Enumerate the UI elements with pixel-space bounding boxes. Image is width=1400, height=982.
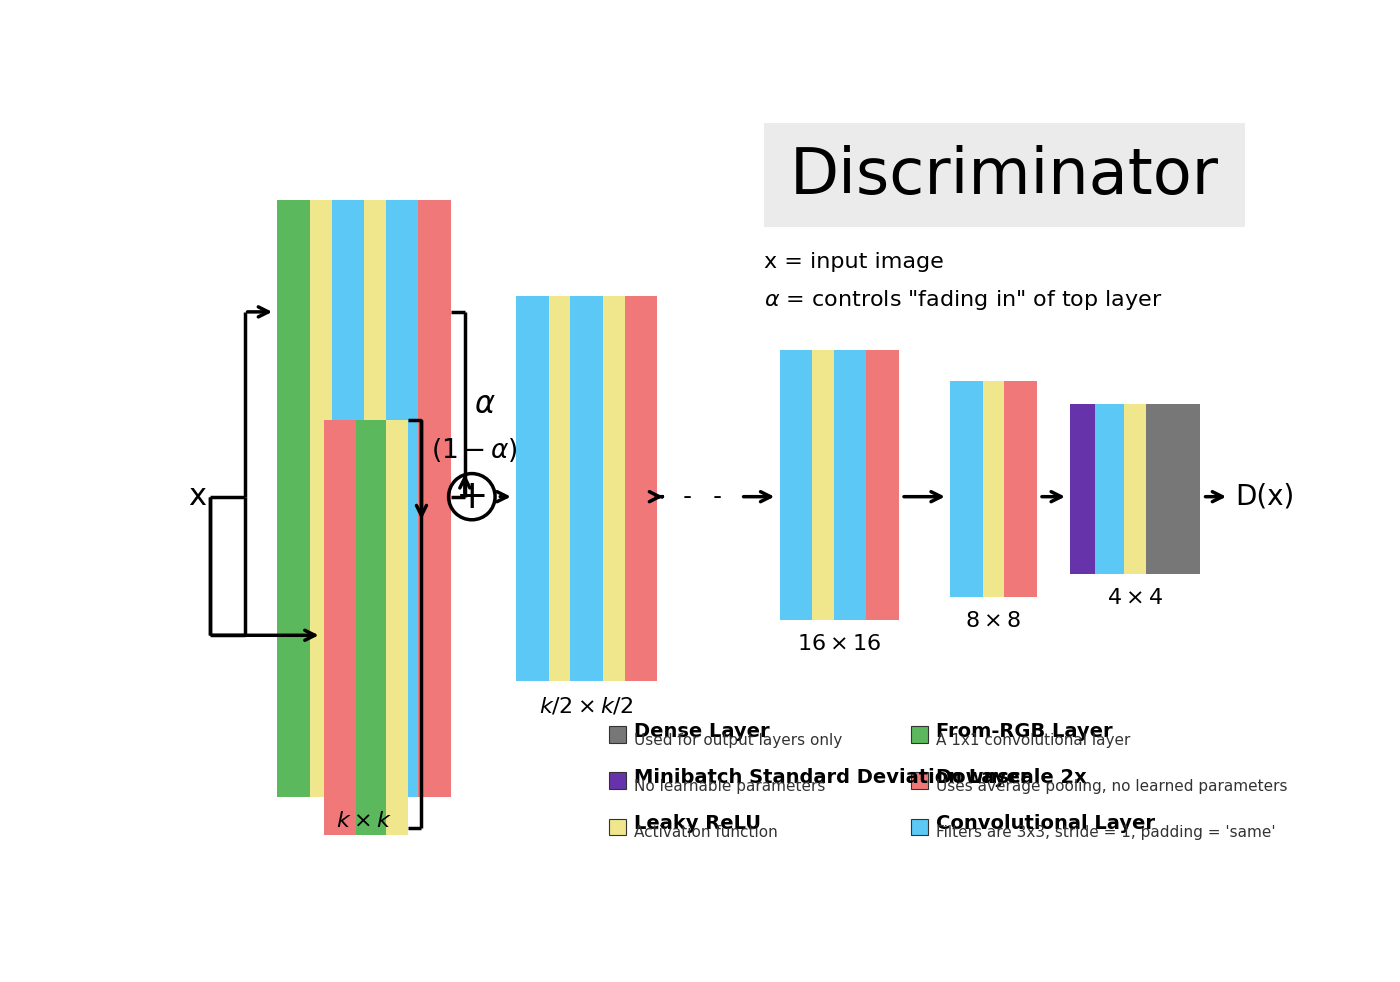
Text: - - - -: - - - - bbox=[650, 485, 755, 509]
Text: No learnable parameters: No learnable parameters bbox=[634, 780, 825, 794]
Bar bbox=[609, 772, 626, 790]
Bar bbox=[549, 297, 570, 682]
Text: Used for output layers only: Used for output layers only bbox=[634, 733, 841, 748]
Text: Convolutional Layer: Convolutional Layer bbox=[937, 814, 1155, 833]
Bar bbox=[609, 726, 626, 743]
Bar bbox=[1147, 405, 1176, 573]
Bar bbox=[323, 419, 357, 836]
Bar bbox=[386, 200, 419, 797]
Text: Downscale 2x: Downscale 2x bbox=[937, 768, 1086, 787]
Bar bbox=[419, 200, 451, 797]
Bar bbox=[780, 351, 812, 620]
Bar bbox=[867, 351, 899, 620]
Text: From-RGB Layer: From-RGB Layer bbox=[937, 722, 1113, 740]
Bar bbox=[277, 200, 309, 797]
Bar bbox=[364, 200, 386, 797]
Text: x: x bbox=[188, 482, 206, 512]
Bar bbox=[1176, 405, 1200, 573]
Bar bbox=[609, 819, 626, 836]
Text: $(1-\alpha)$: $(1-\alpha)$ bbox=[431, 436, 518, 464]
Text: Activation function: Activation function bbox=[634, 826, 777, 841]
Bar bbox=[812, 351, 834, 620]
Text: Discriminator: Discriminator bbox=[790, 144, 1219, 206]
Text: Minibatch Standard Deviation Layer: Minibatch Standard Deviation Layer bbox=[634, 768, 1029, 787]
Bar bbox=[1095, 405, 1124, 573]
Text: $k \times k$: $k \times k$ bbox=[336, 811, 392, 831]
Bar bbox=[911, 772, 928, 790]
Bar bbox=[1124, 405, 1147, 573]
Bar bbox=[911, 726, 928, 743]
Bar bbox=[624, 297, 657, 682]
Text: $16\times16$: $16\times16$ bbox=[797, 633, 882, 654]
Bar bbox=[603, 297, 624, 682]
Text: $\alpha$: $\alpha$ bbox=[475, 390, 496, 418]
Bar bbox=[1070, 405, 1095, 573]
Bar bbox=[570, 297, 603, 682]
Text: D(x): D(x) bbox=[1235, 483, 1295, 511]
Text: $4\times4$: $4\times4$ bbox=[1107, 587, 1163, 608]
Bar bbox=[332, 200, 364, 797]
Text: $\alpha$ = controls "fading in" of top layer: $\alpha$ = controls "fading in" of top l… bbox=[764, 289, 1162, 312]
Text: Filters are 3x3, stride = 1, padding = 'same': Filters are 3x3, stride = 1, padding = '… bbox=[937, 826, 1275, 841]
Bar bbox=[309, 200, 332, 797]
Bar bbox=[951, 381, 983, 597]
Bar bbox=[911, 819, 928, 836]
Bar bbox=[517, 297, 549, 682]
Text: Leaky ReLU: Leaky ReLU bbox=[634, 814, 760, 833]
Text: $8\times8$: $8\times8$ bbox=[966, 611, 1022, 630]
Text: $k/2 \times k/2$: $k/2 \times k/2$ bbox=[539, 695, 634, 716]
Text: A 1x1 convolutional layer: A 1x1 convolutional layer bbox=[937, 733, 1130, 748]
Bar bbox=[1004, 381, 1037, 597]
Bar bbox=[764, 123, 1245, 227]
Text: Dense Layer: Dense Layer bbox=[634, 722, 770, 740]
Bar bbox=[834, 351, 867, 620]
Text: +: + bbox=[455, 477, 489, 516]
Bar bbox=[357, 419, 386, 836]
Text: Uses average pooling, no learned parameters: Uses average pooling, no learned paramet… bbox=[937, 780, 1288, 794]
Text: x = input image: x = input image bbox=[764, 251, 944, 272]
Bar bbox=[386, 419, 407, 836]
Bar bbox=[983, 381, 1004, 597]
